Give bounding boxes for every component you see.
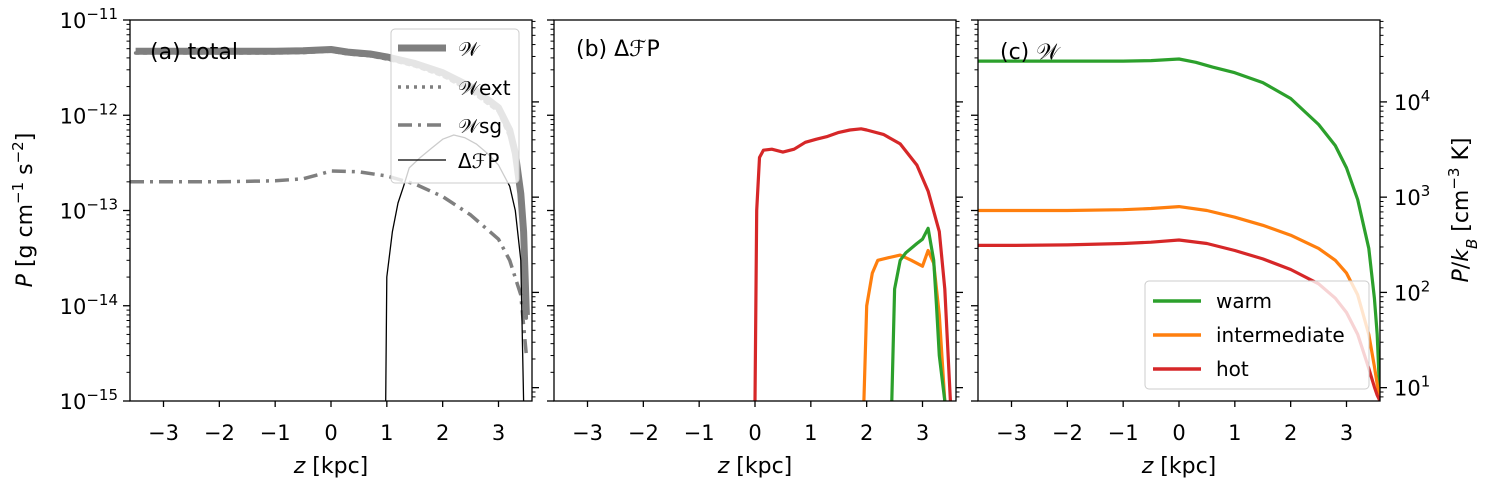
legend-a-label: 𝒲 [458, 37, 481, 61]
x-axis-label-c: z [kpc] [1141, 454, 1217, 479]
x-tick-label: 2 [1284, 421, 1297, 445]
legend-a-items: 𝒲 𝒲ext 𝒲sg ΔℱP [398, 37, 511, 173]
y2-tick-label: 102 [1394, 277, 1430, 305]
x-tick-label: −1 [1108, 421, 1139, 445]
panel-a-title: (a) total [150, 40, 238, 65]
x-tick-label: −3 [148, 421, 179, 445]
y2-tick-label: 103 [1394, 182, 1430, 210]
series-line-c-warm [978, 57, 1380, 401]
legend-c-label: hot [1216, 357, 1249, 381]
x-tick-label: 1 [1228, 421, 1241, 445]
legend-c-label: warm [1216, 289, 1272, 313]
y-tick-label: 10−12 [60, 100, 118, 128]
y-tick-label: 10−11 [60, 5, 118, 33]
legend-a-label: 𝒲ext [458, 76, 511, 100]
legend-a-label: 𝒲sg [458, 114, 502, 138]
x-tick-label: 0 [748, 421, 761, 445]
series-line-b-hot [753, 127, 952, 401]
series-line-b-warm [890, 226, 947, 401]
x-tick-label: 3 [916, 421, 929, 445]
panel-a: −3 −2 −1 0 1 2 3 10−15 10−14 10−13 10−12 10−11 (a) … [60, 5, 539, 445]
x-tick-label: −2 [628, 421, 659, 445]
legend-c-box [1144, 280, 1370, 390]
legend-c-label: intermediate [1216, 323, 1345, 347]
y2-tick-label: 104 [1394, 87, 1430, 115]
x-tick-label: 0 [324, 421, 337, 445]
x-tick-label: −1 [260, 421, 291, 445]
legend-a-box [390, 28, 520, 184]
panel-b-ticks: −3 −2 −1 0 1 2 3 [547, 19, 963, 445]
x-tick-label: −3 [572, 421, 603, 445]
x-tick-label: −1 [684, 421, 715, 445]
panel-b-title: (b) ΔℱP [576, 37, 660, 62]
x-tick-label: 1 [380, 421, 393, 445]
panel-a-ticks: −3 −2 −1 0 1 2 3 10−15 10−14 10−13 10−12 10−11 [60, 5, 539, 445]
legend-a-label: ΔℱP [458, 149, 499, 173]
x-tick-label: 2 [436, 421, 449, 445]
x-tick-label: −2 [204, 421, 235, 445]
x-tick-label: 0 [1172, 421, 1185, 445]
x-tick-label: −2 [1052, 421, 1083, 445]
x-axis-label-b: z [kpc] [717, 454, 793, 479]
x-tick-label: 1 [804, 421, 817, 445]
panel-b-lines [753, 127, 952, 401]
series-line-c-intermediate [978, 205, 1380, 401]
panel-c-lines [978, 57, 1380, 401]
y-tick-label: 10−15 [60, 386, 118, 414]
y2-axis-label: P/kB [cm−3 K] [1445, 138, 1481, 283]
series-line-a-sg [130, 169, 529, 356]
series-line-b-intermediate [862, 248, 947, 401]
panel-b: −3 −2 −1 0 1 2 3 (b) ΔℱP [547, 19, 963, 445]
y-tick-label: 10−14 [60, 291, 118, 319]
x-tick-label: 3 [492, 421, 505, 445]
x-tick-label: −3 [996, 421, 1027, 445]
panel-c-ticks: −3 −2 −1 0 1 2 3 101 102 103 104 [971, 19, 1430, 445]
y-axis-label: P [g cm−1 s−2] [9, 133, 38, 288]
x-tick-label: 3 [1340, 421, 1353, 445]
panel-c: −3 −2 −1 0 1 2 3 101 102 103 104 (c) 𝒲 warm interme… [971, 19, 1430, 445]
x-tick-label: 2 [860, 421, 873, 445]
panel-c-title: (c) 𝒲 [1000, 40, 1061, 65]
x-axis-label-a: z [kpc] [293, 454, 369, 479]
legend-a: 𝒲 𝒲ext 𝒲sg ΔℱP [390, 28, 520, 184]
y-tick-label: 10−13 [60, 196, 118, 224]
y2-tick-label: 101 [1394, 373, 1430, 401]
legend-c: warm intermediate hot [1144, 280, 1370, 390]
series-line-c-hot [978, 238, 1380, 401]
legend-c-items: warm intermediate hot [1153, 289, 1345, 381]
